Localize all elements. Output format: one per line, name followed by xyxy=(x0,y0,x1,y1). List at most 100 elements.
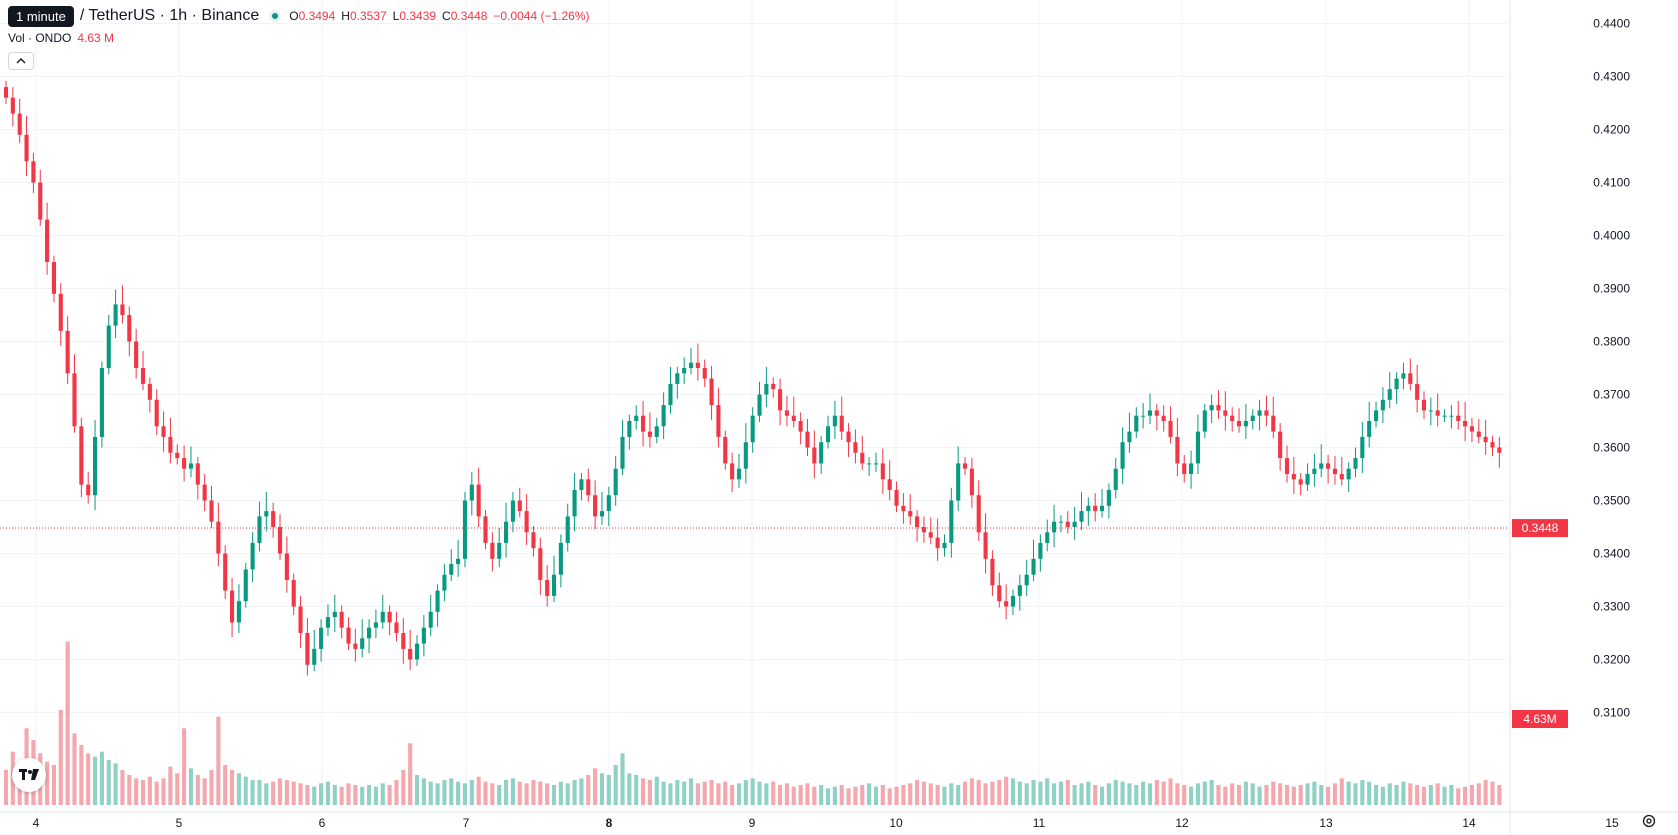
candle-body xyxy=(1093,505,1098,512)
candle-body xyxy=(510,500,515,522)
volume-bar xyxy=(805,783,810,805)
candle-body xyxy=(1168,421,1173,437)
volume-bar xyxy=(1312,781,1317,805)
candle-body xyxy=(743,442,748,469)
volume-bar xyxy=(641,778,646,805)
candle-body xyxy=(1264,410,1269,416)
volume-bar xyxy=(456,781,461,805)
collapse-legend-button[interactable] xyxy=(8,52,34,70)
time-tick-label: 13 xyxy=(1319,816,1333,830)
volume-bar xyxy=(1161,781,1166,805)
candle-body xyxy=(216,521,221,554)
candle-body xyxy=(709,378,714,406)
time-tick-label: 10 xyxy=(889,816,903,830)
volume-bar xyxy=(305,785,310,805)
candle-body xyxy=(373,622,378,628)
volume-bar xyxy=(983,783,988,805)
volume-bar xyxy=(757,781,762,805)
candle-body xyxy=(1278,431,1283,459)
candle-body xyxy=(1428,410,1433,412)
volume-bar xyxy=(367,785,372,805)
volume-bar xyxy=(551,785,557,805)
volume-bar xyxy=(1243,781,1248,805)
market-status-icon[interactable] xyxy=(269,10,282,22)
candle-body xyxy=(1079,511,1084,522)
candle-body xyxy=(168,436,173,453)
volume-bar xyxy=(58,710,63,805)
volume-bar xyxy=(531,780,536,805)
volume-bar xyxy=(3,770,9,805)
volume-bar xyxy=(778,785,783,805)
candle-body xyxy=(1456,415,1461,421)
candle-body xyxy=(1038,542,1043,559)
candle-body xyxy=(586,479,591,496)
volume-bar xyxy=(421,778,426,805)
last-volume-badge xyxy=(1512,710,1568,728)
volume-bar xyxy=(1230,783,1235,805)
candle-body xyxy=(1154,410,1159,416)
candle-body xyxy=(305,633,310,665)
candle-body xyxy=(1250,415,1255,421)
candle-body xyxy=(298,606,303,633)
volume-bar xyxy=(675,780,680,805)
volume-bar xyxy=(867,783,872,805)
time-tick-label: 7 xyxy=(463,816,470,830)
candle-body xyxy=(277,527,283,554)
candle-body xyxy=(545,580,550,596)
volume-bar xyxy=(1093,785,1098,805)
candle-body xyxy=(1189,463,1194,474)
volume-bar xyxy=(387,785,392,805)
volume-bar xyxy=(716,783,721,805)
ohlc-high: H0.3537 xyxy=(341,9,387,23)
volume-bar xyxy=(1168,778,1173,805)
volume-bar xyxy=(1065,780,1070,805)
volume-bar xyxy=(113,763,118,805)
volume-bar xyxy=(962,781,968,805)
volume-bar xyxy=(901,785,906,805)
volume-bar xyxy=(688,778,694,805)
candle-body xyxy=(1127,431,1132,443)
candle-body xyxy=(880,463,885,480)
volume-bar xyxy=(634,775,639,805)
candle-body xyxy=(380,611,385,623)
volume-bar xyxy=(1038,781,1043,805)
candle-body xyxy=(17,113,22,135)
candle-body xyxy=(1236,421,1242,427)
volume-bar xyxy=(846,788,851,805)
volume-bar xyxy=(257,780,262,805)
volume-bar xyxy=(524,783,529,805)
candle-body xyxy=(1373,410,1379,421)
tradingview-logo-icon[interactable] xyxy=(12,758,46,792)
volume-bar xyxy=(1024,783,1029,805)
candle-body xyxy=(1435,410,1440,416)
volume-bar xyxy=(1010,778,1016,805)
candle-body xyxy=(1134,415,1139,432)
volume-bar xyxy=(1456,788,1461,805)
volume-bar xyxy=(99,751,104,805)
volume-bar xyxy=(147,776,152,805)
volume-legend[interactable]: Vol · ONDO 4.63 M xyxy=(8,31,114,45)
volume-bar xyxy=(1175,783,1180,805)
volume-bar xyxy=(1195,783,1200,805)
volume-bar xyxy=(1209,780,1214,805)
candle-body xyxy=(435,590,440,612)
candle-body xyxy=(1326,463,1331,469)
volume-bar xyxy=(140,780,146,805)
candle-body xyxy=(45,219,50,262)
candle-body xyxy=(284,553,289,580)
candle-body xyxy=(1332,468,1337,474)
candle-body xyxy=(490,542,495,559)
candle-body xyxy=(223,553,228,591)
candle-body xyxy=(791,415,796,421)
candle-body xyxy=(1469,426,1475,432)
gear-icon[interactable] xyxy=(1640,812,1658,830)
last-price-badge xyxy=(1512,519,1568,538)
candle-body xyxy=(360,638,365,649)
symbol-title[interactable]: / TetherUS · 1h · Binance xyxy=(79,7,260,24)
volume-bar xyxy=(1483,780,1488,805)
ohlc-low: L0.3439 xyxy=(392,9,437,23)
volume-bar xyxy=(1326,786,1331,805)
volume-bar xyxy=(1339,778,1344,805)
volume-bar xyxy=(1278,783,1283,805)
